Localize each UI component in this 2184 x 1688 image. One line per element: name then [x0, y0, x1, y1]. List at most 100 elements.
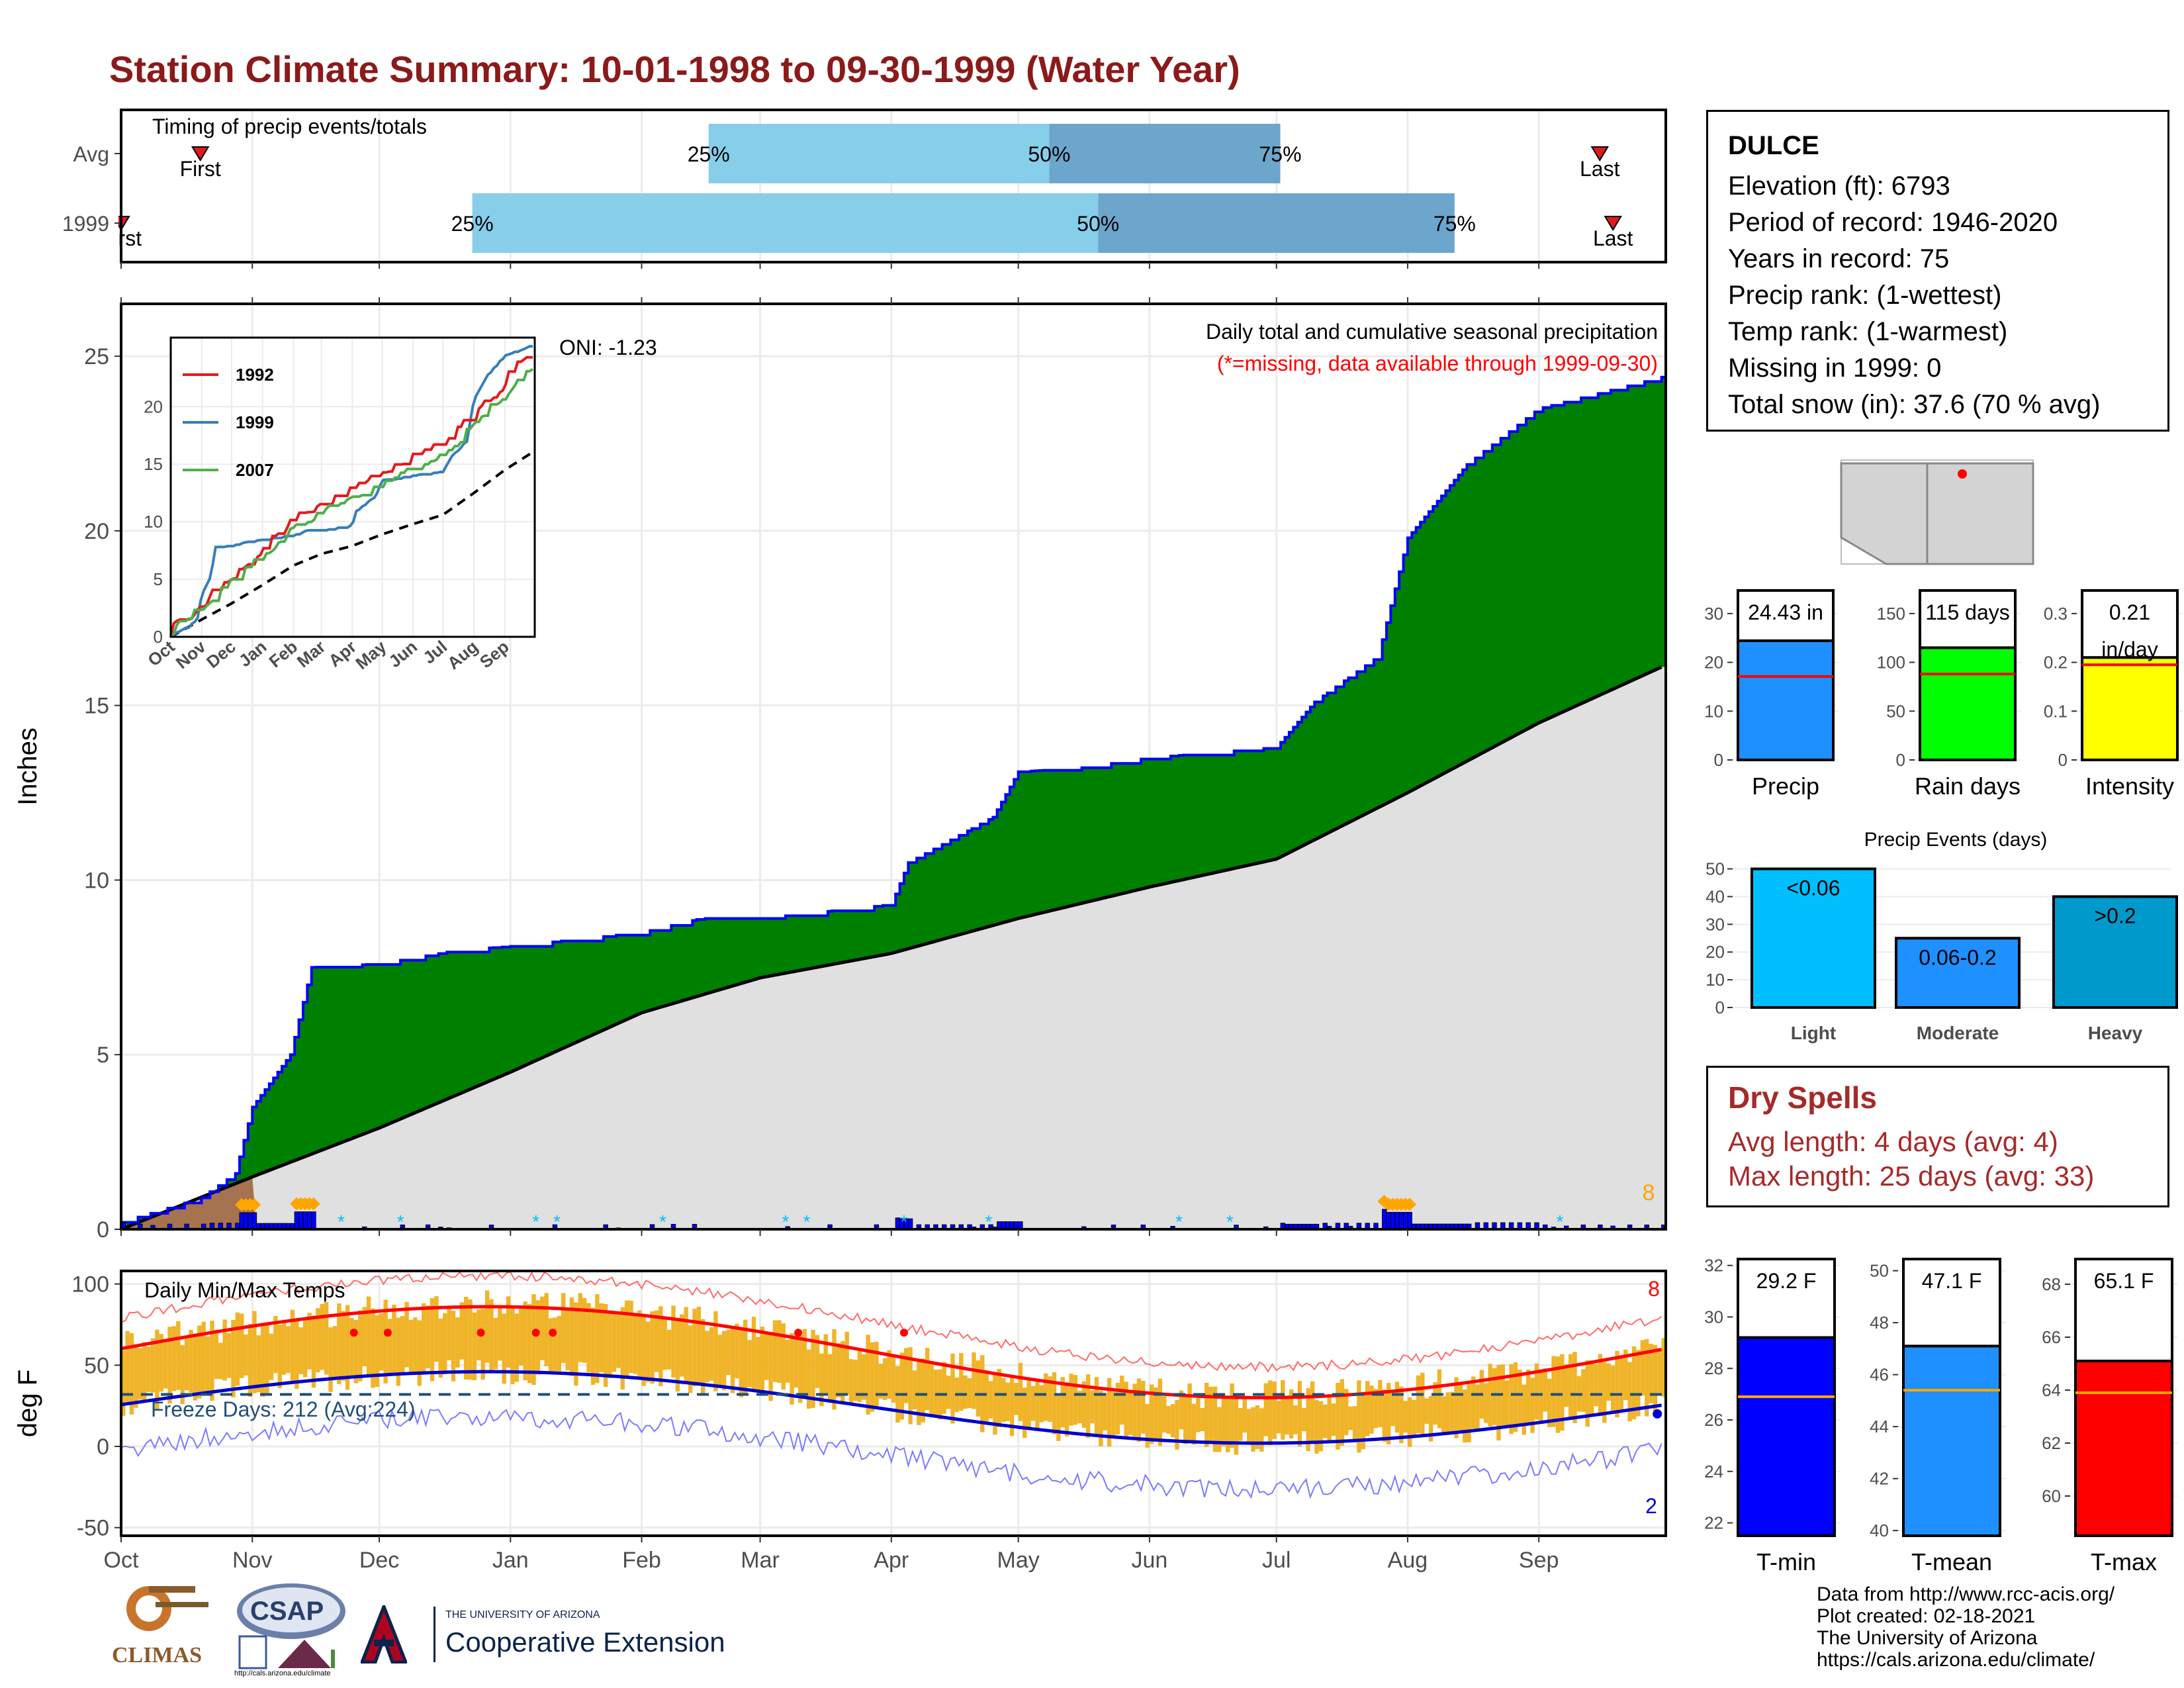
- daily-temp-bar: [1509, 1364, 1514, 1434]
- daily-temp-bar: [459, 1302, 464, 1360]
- daily-temp-bar: [1661, 1338, 1666, 1397]
- daily-temp-bar: [557, 1315, 562, 1372]
- daily-temp-bar: [883, 1358, 887, 1400]
- daily-temp-bar: [586, 1303, 591, 1373]
- daily-temp-bar: [1039, 1385, 1044, 1423]
- daily-temp-bar: [1525, 1369, 1531, 1424]
- daily-temp-bar: [277, 1325, 282, 1388]
- station-info-box: DULCE Elevation (ft): 6793 Period of rec…: [1706, 110, 2169, 432]
- daily-temp-bar: [1386, 1383, 1391, 1444]
- dry-spells-box: Dry Spells Avg length: 4 days (avg: 4) M…: [1706, 1066, 2169, 1207]
- daily-temp-bar: [1302, 1408, 1306, 1432]
- daily-precip-bar: [1403, 1211, 1408, 1230]
- daily-temp-bar: [666, 1329, 672, 1370]
- intensity-xlabel: Intensity: [2085, 773, 2174, 800]
- daily-temp-bar: [1636, 1350, 1641, 1417]
- daily-temp-bar: [1606, 1363, 1611, 1401]
- daily-temp-bar: [772, 1320, 778, 1382]
- tmax-bar: [2074, 1360, 2173, 1537]
- daily-temp-bar: [472, 1312, 477, 1381]
- station-line: Precip rank: (1-wettest): [1728, 281, 2002, 310]
- daily-temp-bar: [362, 1307, 367, 1367]
- daily-temp-bar: [1336, 1382, 1340, 1450]
- daily-temp-bar: [307, 1313, 312, 1370]
- daily-temp-bar: [608, 1311, 612, 1378]
- daily-temp-bar: [484, 1290, 490, 1363]
- daily-temp-bar: [1513, 1362, 1518, 1432]
- daily-temp-bar: [853, 1360, 858, 1401]
- tmax-label-box: [2074, 1258, 2173, 1362]
- daily-temp-bar: [912, 1370, 917, 1409]
- events-ytick-label: 0: [1715, 998, 1725, 1017]
- last-event-label: Last: [1593, 226, 1633, 250]
- daily-temp-bar: [531, 1294, 536, 1385]
- daily-temp-bar: [1069, 1374, 1073, 1426]
- csap-logo-text: CSAP: [250, 1597, 324, 1626]
- daily-temp-bar: [180, 1344, 185, 1405]
- tmin-bar: [1737, 1336, 1836, 1537]
- missing-data-marker: *: [1175, 1211, 1183, 1232]
- daily-temp-bar: [1424, 1398, 1429, 1424]
- events-bar-label: <0.06: [1787, 876, 1841, 900]
- record-high-marker: [477, 1329, 485, 1337]
- daily-temp-bar: [1158, 1378, 1163, 1446]
- daily-temp-bar: [1610, 1365, 1615, 1415]
- daily-temp-bar: [1267, 1380, 1273, 1446]
- daily-temp-bar: [1085, 1374, 1091, 1438]
- daily-temp-bar: [311, 1315, 316, 1388]
- daily-precip-bar: [302, 1211, 308, 1230]
- daily-temp-bar: [392, 1304, 396, 1374]
- daily-temp-bar: [408, 1319, 414, 1373]
- daily-temp-bar: [1653, 1344, 1658, 1416]
- intensity-bar: [2081, 656, 2179, 762]
- daily-temp-bar: [891, 1355, 896, 1403]
- daily-temp-bar: [823, 1334, 828, 1394]
- missing-data-marker: *: [782, 1211, 789, 1232]
- daily-temp-bar: [193, 1335, 198, 1401]
- daily-temp-bar: [1581, 1369, 1586, 1412]
- daily-temp-bar: [1191, 1403, 1197, 1445]
- new-mexico-shape: [1926, 462, 2034, 565]
- station-location-dot: [1958, 469, 1967, 479]
- inset-2007-line: [169, 367, 534, 638]
- rain-days-label-box: [1919, 589, 2017, 649]
- daily-temp-bar: [1272, 1382, 1277, 1439]
- tmax-xlabel: T-max: [2091, 1548, 2157, 1575]
- daily-temp-bar: [1073, 1375, 1078, 1425]
- daily-temp-bar: [921, 1358, 925, 1423]
- daily-temp-bar: [1242, 1397, 1247, 1433]
- daily-temp-bar: [633, 1314, 638, 1374]
- daily-temp-bar: [582, 1297, 587, 1363]
- tmean-label-box: [1902, 1258, 2001, 1348]
- daily-temp-bar: [730, 1326, 735, 1393]
- daily-precip-bar: [1386, 1211, 1391, 1230]
- daily-temp-bar: [1539, 1369, 1543, 1424]
- daily-temp-bar: [150, 1338, 156, 1393]
- daily-temp-bar: [548, 1318, 553, 1373]
- timing-title: Timing of precip events/totals: [152, 115, 427, 138]
- daily-temp-bar: [743, 1319, 748, 1395]
- credit-line: The University of Arizona: [1817, 1627, 2038, 1649]
- daily-temp-bar: [404, 1301, 409, 1368]
- inset-ytick-label: 5: [154, 569, 163, 589]
- daily-temp-bar: [1657, 1350, 1662, 1396]
- missing-data-marker: *: [1226, 1211, 1234, 1232]
- mini-ytick-label: 48: [1870, 1313, 1889, 1333]
- daily-temp-bar: [281, 1321, 287, 1375]
- heavy-event-marker: [248, 1197, 261, 1211]
- daily-temp-bar: [400, 1316, 405, 1372]
- precip-events-chart: Precip Events (days) 0 10 20 30 40 50 <0.06 Ligh…: [1706, 829, 2178, 1043]
- daily-temp-bar: [290, 1309, 295, 1382]
- daily-temp-bar: [688, 1325, 693, 1393]
- tmax-chart: 60 62 64 66 68 65.1 F T-max: [2042, 1258, 2177, 1575]
- rain-days-value-label: 115 days: [1925, 600, 2010, 624]
- inset-border: [169, 336, 536, 638]
- daily-temp-bar: [1454, 1377, 1459, 1438]
- mini-ytick-label: 22: [1704, 1513, 1723, 1533]
- daily-temp-bar: [438, 1318, 443, 1378]
- daily-temp-bar: [1445, 1392, 1450, 1433]
- precip-events-title: Precip Events (days): [1864, 829, 2048, 851]
- daily-precip-bar: [907, 1218, 913, 1230]
- credit-line: Data from http://www.rcc-acis.org/: [1817, 1583, 2115, 1605]
